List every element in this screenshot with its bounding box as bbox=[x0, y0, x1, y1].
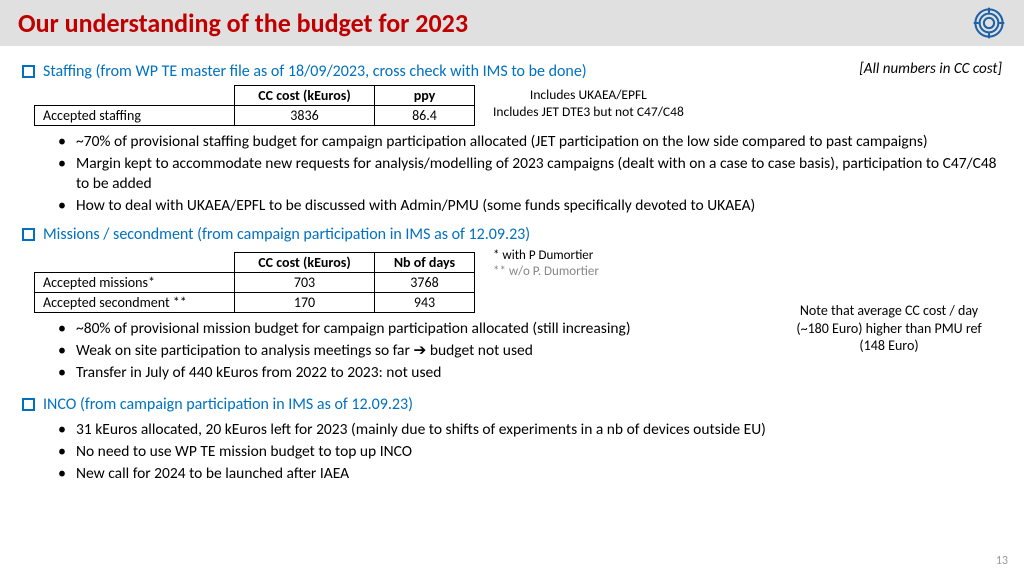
logo-icon bbox=[972, 6, 1006, 40]
table-header: CC cost (kEuros) bbox=[235, 252, 375, 272]
table-sidenote: Includes UKAEA/EPFL bbox=[493, 87, 684, 104]
table-cell: 86.4 bbox=[375, 106, 475, 126]
staffing-bullets: ~70% of provisional staffing budget for … bbox=[62, 132, 1002, 217]
list-item: 31 kEuros allocated, 20 kEuros left for … bbox=[62, 420, 1002, 440]
slide-title: Our understanding of the budget for 2023 bbox=[18, 7, 468, 39]
table-header: Nb of days bbox=[375, 252, 475, 272]
missions-bullets: ~80% of provisional mission budget for c… bbox=[62, 319, 1002, 383]
section-heading-text: Staffing (from WP TE master file as of 1… bbox=[43, 62, 587, 81]
table-cell: Accepted staffing bbox=[35, 106, 235, 126]
list-item: Margin kept to accommodate new requests … bbox=[62, 154, 1002, 194]
table-header: CC cost (kEuros) bbox=[235, 86, 375, 106]
missions-table: CC cost (kEuros) Nb of days Accepted mis… bbox=[34, 252, 475, 313]
section-heading-staffing: Staffing (from WP TE master file as of 1… bbox=[22, 62, 587, 81]
staffing-table-notes: Includes UKAEA/EPFL Includes JET DTE3 bu… bbox=[493, 87, 684, 121]
missions-footnotes: * with P Dumortier ** w/o P. Dumortier bbox=[493, 248, 599, 281]
table-row: Accepted secondment ** 170 943 bbox=[35, 292, 475, 312]
list-item: How to deal with UKAEA/EPFL to be discus… bbox=[62, 196, 1002, 216]
staffing-table: CC cost (kEuros) ppy Accepted staffing 3… bbox=[34, 85, 475, 126]
list-item: New call for 2024 to be launched after I… bbox=[62, 464, 1002, 484]
table-row: Accepted staffing 3836 86.4 bbox=[35, 106, 475, 126]
table-cell: Accepted secondment ** bbox=[35, 292, 235, 312]
list-item: ~70% of provisional staffing budget for … bbox=[62, 132, 1002, 152]
slide-body: Staffing (from WP TE master file as of 1… bbox=[0, 46, 1024, 484]
table-header: ppy bbox=[375, 86, 475, 106]
table-cell: 170 bbox=[235, 292, 375, 312]
section-heading-text: INCO (from campaign participation in IMS… bbox=[43, 395, 413, 414]
list-item: Transfer in July of 440 kEuros from 2022… bbox=[62, 363, 1002, 383]
table-cell: 703 bbox=[235, 272, 375, 292]
page-number: 13 bbox=[996, 554, 1008, 568]
table-sidenote: Includes JET DTE3 but not C47/C48 bbox=[493, 104, 684, 121]
list-item: No need to use WP TE mission budget to t… bbox=[62, 442, 1002, 462]
square-bullet-icon bbox=[22, 65, 35, 78]
table-cell: 3768 bbox=[375, 272, 475, 292]
square-bullet-icon bbox=[22, 398, 35, 411]
footnote: ** w/o P. Dumortier bbox=[493, 264, 599, 280]
section-heading-inco: INCO (from campaign participation in IMS… bbox=[22, 395, 1002, 414]
all-numbers-note: [All numbers in CC cost] bbox=[859, 60, 1002, 78]
footnote: * with P Dumortier bbox=[493, 248, 599, 264]
table-row: Accepted missions* 703 3768 bbox=[35, 272, 475, 292]
section-heading-missions: Missions / secondment (from campaign par… bbox=[22, 225, 1002, 244]
table-cell: Accepted missions* bbox=[35, 272, 235, 292]
title-bar: Our understanding of the budget for 2023 bbox=[0, 0, 1024, 46]
list-item: Weak on site participation to analysis m… bbox=[62, 341, 1002, 361]
table-cell: 943 bbox=[375, 292, 475, 312]
section-heading-text: Missions / secondment (from campaign par… bbox=[43, 225, 530, 244]
table-cell: 3836 bbox=[235, 106, 375, 126]
list-item: ~80% of provisional mission budget for c… bbox=[62, 319, 1002, 339]
square-bullet-icon bbox=[22, 228, 35, 241]
inco-bullets: 31 kEuros allocated, 20 kEuros left for … bbox=[62, 420, 1002, 484]
